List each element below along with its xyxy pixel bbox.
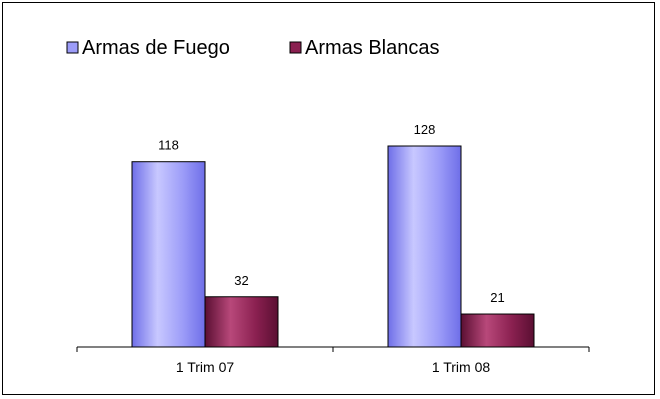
category-label-1-trim-08: 1 Trim 08: [432, 359, 491, 375]
legend-label-armas-blancas: Armas Blancas: [305, 37, 440, 59]
legend-label-armas-de-fuego: Armas de Fuego: [82, 37, 230, 59]
legend: Armas de Fuego Armas Blancas: [66, 37, 440, 59]
category-labels: 1 Trim 07 1 Trim 08: [176, 359, 491, 375]
value-labels: 118 32 128 21: [158, 122, 505, 305]
bar-armas-de-fuego-1-trim-07: [131, 161, 206, 348]
legend-swatch-armas-de-fuego: [66, 41, 79, 54]
legend-swatch-armas-blancas: [289, 41, 302, 54]
data-label-armas-de-fuego-1-trim-08: 128: [414, 122, 436, 137]
bar-armas-blancas-1-trim-08: [460, 313, 535, 348]
data-label-armas-blancas-1-trim-07: 32: [234, 273, 248, 288]
bar-armas-de-fuego-1-trim-08: [387, 145, 462, 348]
chart-frame: [2, 2, 655, 395]
bar-armas-blancas-1-trim-07: [204, 296, 279, 348]
data-label-armas-de-fuego-1-trim-07: 118: [158, 138, 179, 153]
x-axis: [76, 346, 590, 352]
data-label-armas-blancas-1-trim-08: 21: [490, 290, 504, 305]
category-label-1-trim-07: 1 Trim 07: [176, 359, 235, 375]
bars: [131, 145, 535, 348]
